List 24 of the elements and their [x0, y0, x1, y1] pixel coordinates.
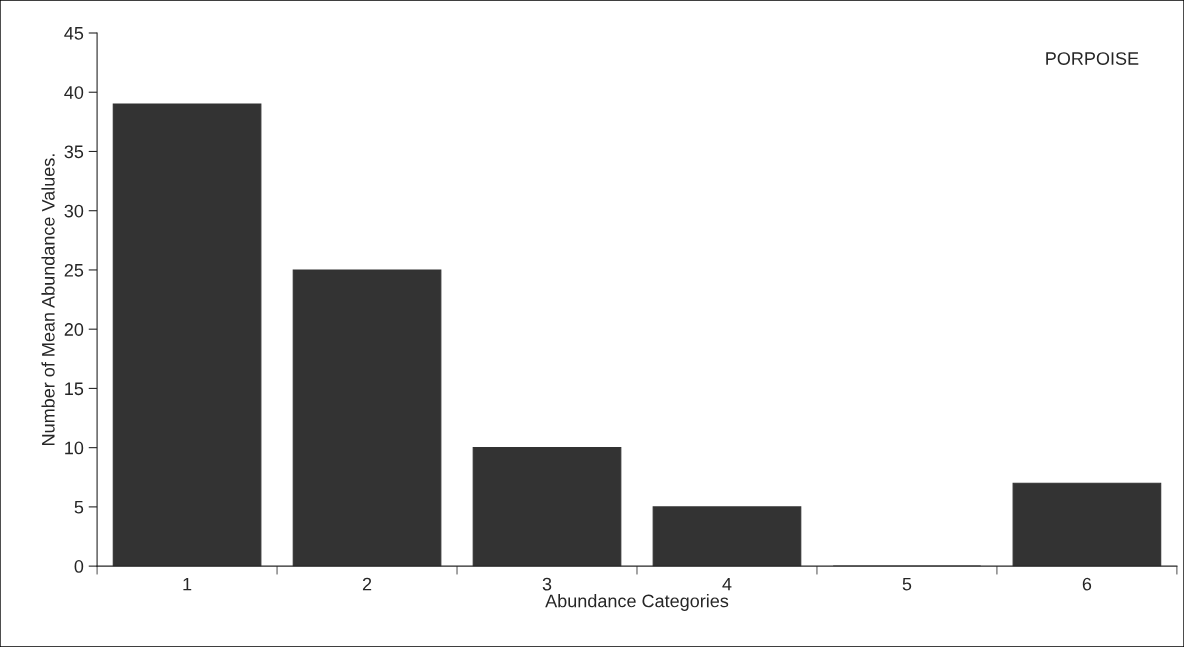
- x-tick-label: 3: [542, 577, 552, 591]
- bar: [1012, 482, 1162, 567]
- annotation: PORPOISE: [1046, 52, 1139, 65]
- x-axis-title: Abundance Categories: [545, 594, 729, 611]
- bar: [652, 506, 802, 567]
- bar: [292, 269, 442, 567]
- x-tick-label: 6: [1082, 577, 1092, 591]
- y-tick-label: 45: [64, 27, 84, 40]
- y-tick-label: 15: [65, 382, 84, 396]
- bar: [112, 103, 262, 567]
- y-tick-label: 0: [74, 560, 84, 573]
- bar: [472, 447, 622, 567]
- x-tick-label: 4: [722, 577, 732, 591]
- x-tick-label: 2: [362, 577, 372, 591]
- y-tick-label: 20: [64, 323, 84, 336]
- y-tick-label: 35: [64, 145, 84, 159]
- x-tick-label: 1: [183, 577, 192, 591]
- y-tick-label: 30: [64, 204, 84, 218]
- y-tick-label: 25: [64, 263, 84, 277]
- y-tick-label: 5: [74, 501, 84, 514]
- y-tick-label: 10: [65, 441, 84, 455]
- y-axis-title: Number of Mean Abundance Values.: [41, 154, 55, 445]
- y-tick-label: 40: [64, 86, 84, 99]
- x-tick-label: 5: [902, 577, 912, 591]
